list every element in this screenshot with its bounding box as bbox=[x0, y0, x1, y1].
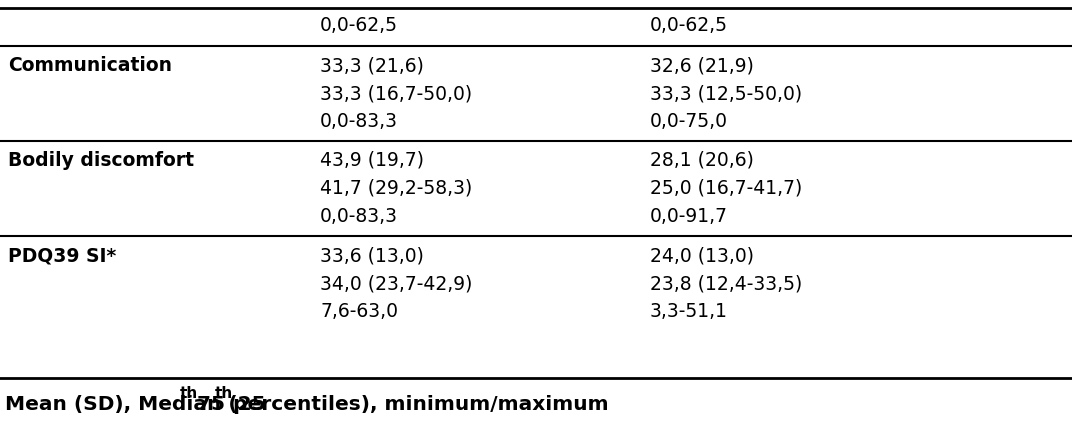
Text: 33,6 (13,0): 33,6 (13,0) bbox=[321, 246, 423, 265]
Text: 75: 75 bbox=[190, 395, 225, 414]
Text: Mean (SD), Median (25: Mean (SD), Median (25 bbox=[5, 395, 266, 414]
Text: 41,7 (29,2-58,3): 41,7 (29,2-58,3) bbox=[321, 179, 473, 198]
Text: Bodily discomfort: Bodily discomfort bbox=[8, 151, 194, 170]
Text: 0,0-83,3: 0,0-83,3 bbox=[321, 112, 398, 131]
Text: 25,0 (16,7-41,7): 25,0 (16,7-41,7) bbox=[650, 179, 802, 198]
Text: 33,3 (16,7-50,0): 33,3 (16,7-50,0) bbox=[321, 84, 472, 103]
Text: 0,0-75,0: 0,0-75,0 bbox=[650, 112, 728, 131]
Text: 32,6 (21,9): 32,6 (21,9) bbox=[650, 56, 754, 75]
Text: 23,8 (12,4-33,5): 23,8 (12,4-33,5) bbox=[650, 274, 802, 293]
Text: 0,0-91,7: 0,0-91,7 bbox=[650, 207, 728, 226]
Text: 3,3-51,1: 3,3-51,1 bbox=[650, 302, 728, 321]
Text: th: th bbox=[179, 386, 197, 401]
Text: 28,1 (20,6): 28,1 (20,6) bbox=[650, 151, 754, 170]
Text: 0,0-62,5: 0,0-62,5 bbox=[650, 16, 728, 35]
Text: percentiles), minimum/maximum: percentiles), minimum/maximum bbox=[225, 395, 608, 414]
Text: 34,0 (23,7-42,9): 34,0 (23,7-42,9) bbox=[321, 274, 473, 293]
Text: 33,3 (12,5-50,0): 33,3 (12,5-50,0) bbox=[650, 84, 802, 103]
Text: PDQ39 SI*: PDQ39 SI* bbox=[8, 246, 116, 265]
Text: 24,0 (13,0): 24,0 (13,0) bbox=[650, 246, 754, 265]
Text: 0,0-62,5: 0,0-62,5 bbox=[321, 16, 398, 35]
Text: 33,3 (21,6): 33,3 (21,6) bbox=[321, 56, 423, 75]
Text: 43,9 (19,7): 43,9 (19,7) bbox=[321, 151, 425, 170]
Text: 7,6-63,0: 7,6-63,0 bbox=[321, 302, 398, 321]
Text: Communication: Communication bbox=[8, 56, 172, 75]
Text: 0,0-83,3: 0,0-83,3 bbox=[321, 207, 398, 226]
Text: th: th bbox=[214, 386, 233, 401]
